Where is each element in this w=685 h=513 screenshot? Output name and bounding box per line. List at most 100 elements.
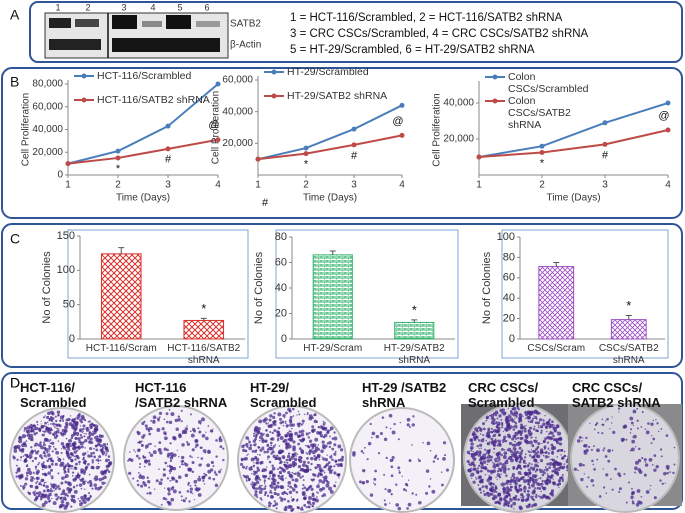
colony — [666, 471, 669, 475]
colony — [545, 425, 548, 428]
colony — [60, 499, 65, 504]
colony — [559, 465, 564, 470]
colony — [215, 473, 218, 476]
colony — [485, 432, 488, 435]
x-tick-label: 3 — [165, 180, 171, 191]
colony — [35, 450, 39, 455]
legend-marker — [81, 97, 87, 103]
colony — [510, 505, 513, 508]
colony — [295, 499, 299, 502]
colony — [83, 418, 87, 422]
colony — [279, 496, 282, 499]
colony — [298, 473, 301, 475]
colony — [269, 476, 271, 478]
colony — [505, 502, 510, 507]
colony — [363, 446, 366, 449]
colony — [191, 456, 193, 459]
colony — [22, 485, 26, 489]
colony — [308, 449, 313, 453]
colony — [277, 427, 281, 430]
colony — [647, 422, 650, 425]
colony — [252, 439, 257, 443]
colony — [276, 433, 281, 438]
colony — [50, 415, 53, 419]
colony — [75, 417, 77, 419]
colony — [55, 497, 59, 501]
colony — [581, 440, 583, 442]
colony — [33, 498, 37, 502]
colony — [445, 468, 449, 472]
colony — [67, 445, 69, 447]
bar — [610, 319, 647, 340]
colony — [57, 472, 60, 475]
colony — [315, 420, 319, 423]
colony — [473, 437, 477, 440]
colony — [45, 481, 47, 484]
colony — [60, 451, 63, 454]
colony — [283, 498, 287, 501]
colony — [543, 470, 545, 472]
colony — [167, 489, 171, 492]
colony — [480, 447, 482, 450]
colony — [509, 483, 512, 486]
colony — [145, 447, 147, 450]
legend-label: Colon CSCs/Scrambled — [508, 71, 589, 95]
colony — [73, 418, 76, 420]
colony — [152, 420, 156, 424]
colony — [148, 432, 152, 436]
colony — [320, 449, 324, 453]
colony — [547, 475, 551, 478]
colony — [162, 468, 166, 471]
colony — [541, 442, 543, 445]
colony — [203, 476, 205, 478]
colony — [537, 442, 541, 446]
colony — [279, 421, 283, 425]
colony — [285, 420, 287, 423]
colony — [502, 455, 507, 460]
colony — [171, 479, 173, 481]
colony — [40, 484, 43, 486]
colony — [256, 466, 259, 469]
colony — [352, 453, 356, 457]
colony — [531, 444, 535, 448]
colony — [622, 425, 627, 429]
colony — [67, 490, 72, 494]
colony — [102, 453, 104, 456]
colony — [35, 491, 39, 495]
colony — [493, 422, 496, 425]
colony — [286, 461, 289, 464]
colony — [563, 450, 566, 453]
colony — [505, 439, 508, 443]
colony — [102, 470, 107, 475]
colony — [605, 492, 608, 494]
colony — [503, 493, 505, 495]
colony — [24, 477, 29, 481]
colony — [298, 430, 302, 434]
colony — [87, 481, 90, 484]
colony — [72, 429, 75, 431]
colony — [296, 506, 300, 509]
colony — [27, 467, 31, 472]
colony — [69, 445, 72, 448]
colony — [314, 449, 318, 453]
colony — [40, 420, 42, 422]
colony — [43, 430, 47, 433]
colony — [26, 453, 29, 456]
colony — [59, 419, 62, 422]
colony — [91, 487, 94, 490]
colony — [48, 427, 53, 432]
colony — [539, 458, 544, 463]
colony — [40, 498, 43, 501]
colony — [74, 477, 78, 481]
colony — [77, 445, 80, 449]
colony — [650, 442, 653, 445]
colony — [485, 452, 488, 455]
colony — [500, 453, 503, 457]
colony — [89, 483, 93, 488]
colony — [307, 501, 310, 503]
colony — [328, 440, 332, 445]
colony — [33, 449, 37, 452]
colony — [84, 466, 88, 470]
point — [165, 146, 171, 152]
colony — [25, 471, 29, 475]
